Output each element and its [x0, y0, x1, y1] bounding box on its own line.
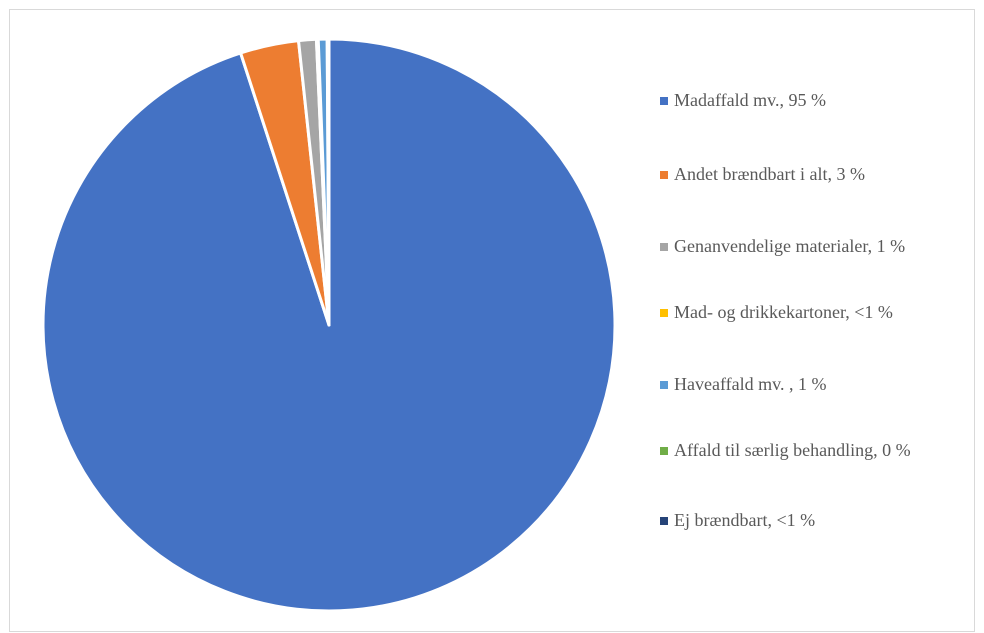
legend-label: Affald til særlig behandling, 0 %: [674, 440, 911, 460]
legend-swatch: [660, 171, 668, 179]
legend-item-ej-braendbart: Ej brændbart, <1 %: [660, 508, 970, 532]
legend-swatch: [660, 243, 668, 251]
legend-item-haveaffald: Haveaffald mv. , 1 %: [660, 372, 970, 396]
legend-swatch: [660, 381, 668, 389]
legend-swatch: [660, 517, 668, 525]
legend-item-madaffald: Madaffald mv., 95 %: [660, 88, 970, 112]
pie-slice-6: [325, 37, 331, 327]
legend-label: Madaffald mv., 95 %: [674, 90, 826, 110]
legend-item-saerlig-behandling: Affald til særlig behandling, 0 %: [660, 438, 970, 462]
legend-label: Andet brændbart i alt, 3 %: [674, 164, 865, 184]
legend-item-andet-braendbart: Andet brændbart i alt, 3 %: [660, 162, 970, 186]
legend-label: Ej brændbart, <1 %: [674, 510, 816, 530]
legend-label: Mad- og drikkekartoner, <1 %: [674, 302, 893, 322]
legend-swatch: [660, 97, 668, 105]
legend-swatch: [660, 447, 668, 455]
legend-item-genanvendelige: Genanvendelige materialer, 1 %: [660, 234, 970, 258]
legend-label: Genanvendelige materialer, 1 %: [674, 236, 906, 256]
legend-label: Haveaffald mv. , 1 %: [674, 374, 827, 394]
legend-swatch: [660, 309, 668, 317]
legend-item-mad-drikkekartoner: Mad- og drikkekartoner, <1 %: [660, 300, 970, 324]
